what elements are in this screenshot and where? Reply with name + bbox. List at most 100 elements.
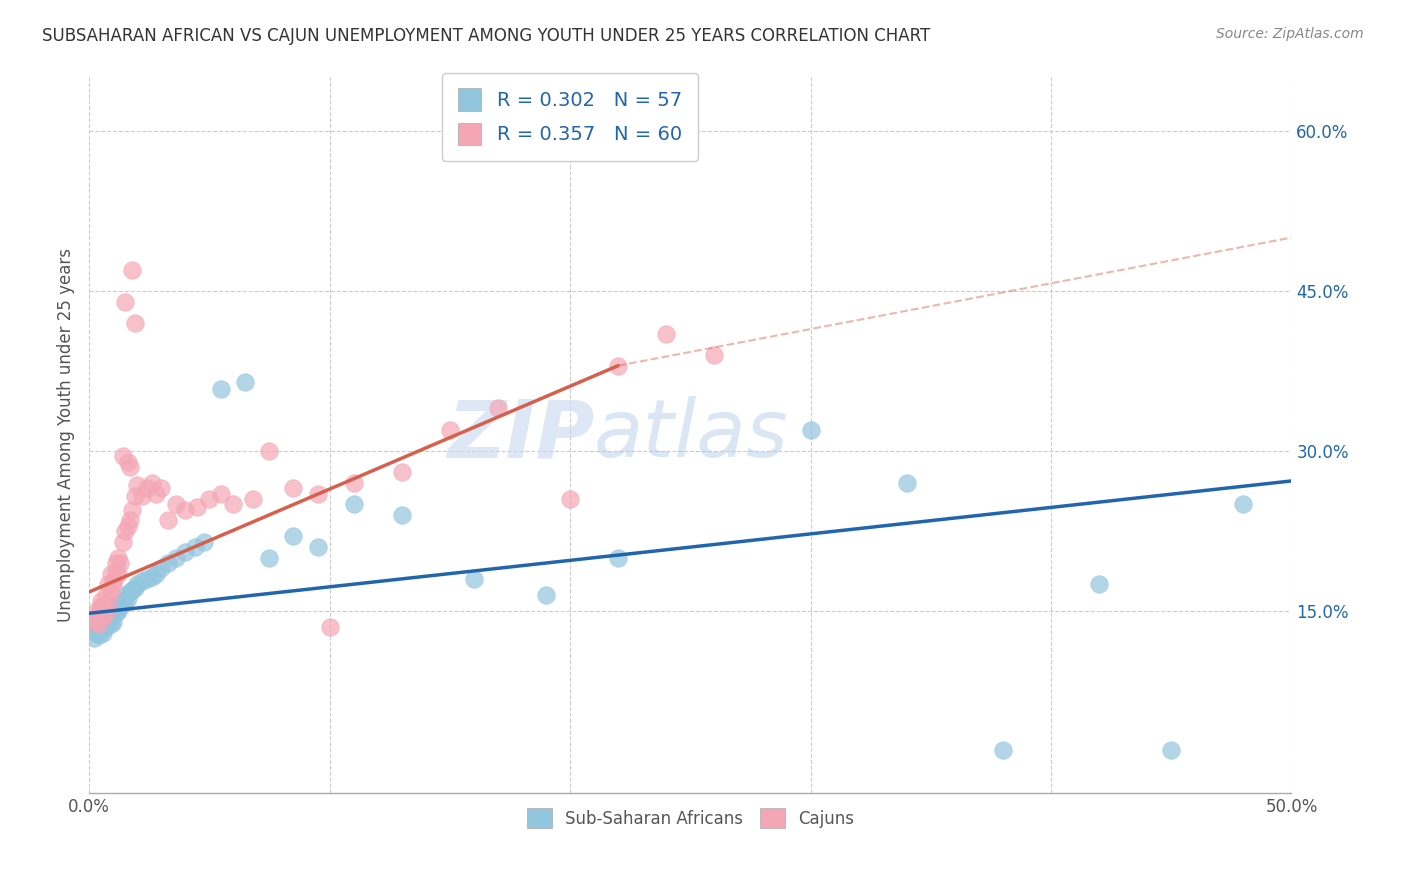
- Point: [1160, 743, 1182, 757]
- Point: [93, 625, 115, 640]
- Point: [111, 593, 134, 607]
- Point: [124, 581, 146, 595]
- Point: [193, 534, 215, 549]
- Point: [209, 487, 232, 501]
- Point: [184, 540, 207, 554]
- Point: [101, 604, 124, 618]
- Point: [101, 574, 124, 589]
- Point: [242, 492, 264, 507]
- Point: [131, 489, 153, 503]
- Point: [117, 455, 139, 469]
- Point: [342, 476, 364, 491]
- Point: [90, 599, 112, 613]
- Point: [145, 487, 167, 501]
- Point: [110, 556, 132, 570]
- Point: [100, 585, 122, 599]
- Point: [150, 482, 173, 496]
- Point: [121, 582, 143, 597]
- Point: [94, 588, 117, 602]
- Point: [486, 401, 509, 416]
- Text: Source: ZipAtlas.com: Source: ZipAtlas.com: [1216, 27, 1364, 41]
- Point: [114, 524, 136, 538]
- Point: [259, 550, 281, 565]
- Point: [118, 460, 141, 475]
- Legend: Sub-Saharan Africans, Cajuns: Sub-Saharan Africans, Cajuns: [520, 802, 860, 834]
- Point: [439, 423, 461, 437]
- Point: [534, 588, 557, 602]
- Point: [127, 478, 149, 492]
- Point: [259, 444, 281, 458]
- Point: [104, 599, 127, 613]
- Point: [84, 609, 107, 624]
- Text: atlas: atlas: [595, 396, 789, 474]
- Point: [209, 382, 232, 396]
- Point: [100, 566, 122, 581]
- Point: [97, 577, 120, 591]
- Point: [391, 466, 413, 480]
- Point: [97, 607, 120, 621]
- Point: [87, 624, 110, 638]
- Point: [235, 375, 257, 389]
- Point: [90, 593, 112, 607]
- Point: [94, 620, 117, 634]
- Point: [93, 617, 115, 632]
- Point: [118, 585, 141, 599]
- Point: [107, 550, 129, 565]
- Point: [114, 294, 136, 309]
- Point: [117, 518, 139, 533]
- Point: [117, 591, 139, 606]
- Point: [307, 540, 329, 554]
- Point: [318, 620, 340, 634]
- Point: [157, 513, 180, 527]
- Point: [342, 498, 364, 512]
- Point: [896, 476, 918, 491]
- Point: [84, 604, 107, 618]
- Point: [83, 631, 105, 645]
- Point: [87, 617, 110, 632]
- Point: [127, 577, 149, 591]
- Point: [97, 596, 120, 610]
- Point: [307, 487, 329, 501]
- Point: [165, 550, 187, 565]
- Point: [110, 599, 132, 613]
- Point: [131, 574, 153, 589]
- Point: [607, 550, 630, 565]
- Text: SUBSAHARAN AFRICAN VS CAJUN UNEMPLOYMENT AMONG YOUTH UNDER 25 YEARS CORRELATION : SUBSAHARAN AFRICAN VS CAJUN UNEMPLOYMENT…: [42, 27, 931, 45]
- Point: [141, 476, 163, 491]
- Point: [157, 556, 180, 570]
- Point: [104, 607, 127, 621]
- Point: [94, 607, 117, 621]
- Point: [111, 450, 134, 464]
- Point: [607, 359, 630, 373]
- Point: [111, 534, 134, 549]
- Point: [558, 492, 581, 507]
- Point: [222, 498, 245, 512]
- Point: [100, 609, 122, 624]
- Point: [135, 482, 157, 496]
- Point: [124, 489, 146, 503]
- Point: [100, 617, 122, 632]
- Point: [655, 326, 678, 341]
- Point: [391, 508, 413, 522]
- Point: [118, 513, 141, 527]
- Point: [107, 604, 129, 618]
- Point: [93, 599, 115, 613]
- Text: ZIP: ZIP: [447, 396, 595, 474]
- Point: [84, 620, 107, 634]
- Point: [107, 566, 129, 581]
- Point: [145, 566, 167, 581]
- Point: [83, 615, 105, 629]
- Point: [141, 570, 163, 584]
- Point: [84, 625, 107, 640]
- Point: [198, 492, 221, 507]
- Point: [283, 529, 305, 543]
- Point: [101, 615, 124, 629]
- Point: [97, 615, 120, 629]
- Point: [165, 498, 187, 512]
- Point: [104, 564, 127, 578]
- Y-axis label: Unemployment Among Youth under 25 years: Unemployment Among Youth under 25 years: [58, 248, 75, 622]
- Point: [107, 596, 129, 610]
- Point: [174, 502, 197, 516]
- Point: [90, 620, 112, 634]
- Point: [463, 572, 485, 586]
